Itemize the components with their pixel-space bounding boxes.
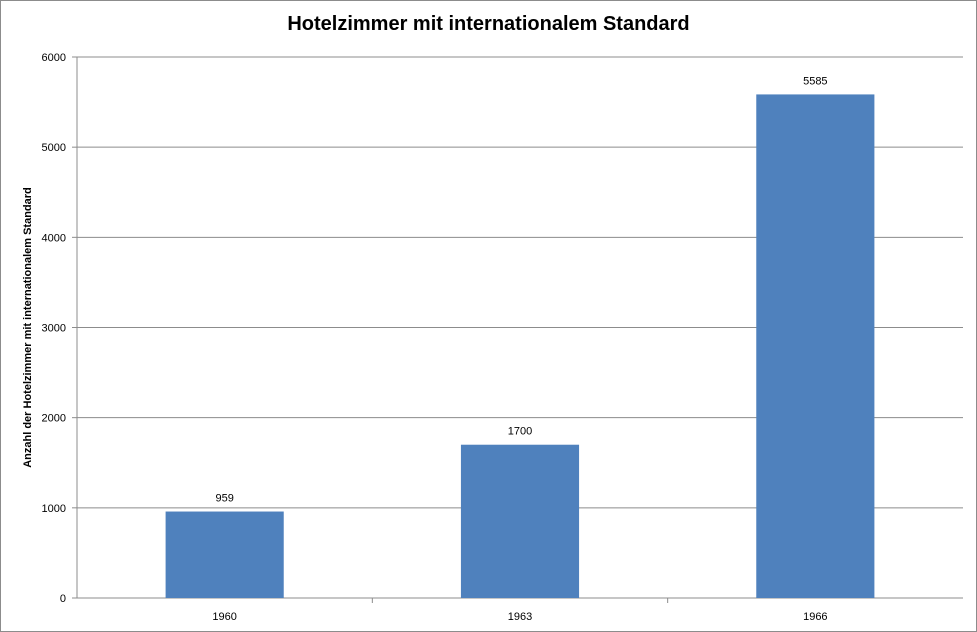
bar [460,444,580,598]
bar [756,94,875,599]
y-tick-label: 3000 [42,323,66,335]
y-tick-label: 2000 [42,413,66,425]
y-axis-title: Anzahl der Hotelzimmer mit international… [22,187,34,468]
x-tick-label: 1966 [803,611,827,623]
y-tick-label: 0 [60,593,66,605]
y-tick-label: 6000 [42,52,66,64]
x-tick-label: 1963 [508,611,532,623]
data-label: 5585 [803,75,827,87]
bar [165,511,284,598]
data-label: 959 [215,493,233,505]
x-tick-label: 1960 [212,611,236,623]
data-label: 1700 [508,426,532,438]
chart-title: Hotelzimmer mit internationalem Standard [287,13,690,35]
y-tick-label: 5000 [42,142,66,154]
y-tick-label: 4000 [42,232,66,244]
y-tick-label: 1000 [42,503,66,515]
